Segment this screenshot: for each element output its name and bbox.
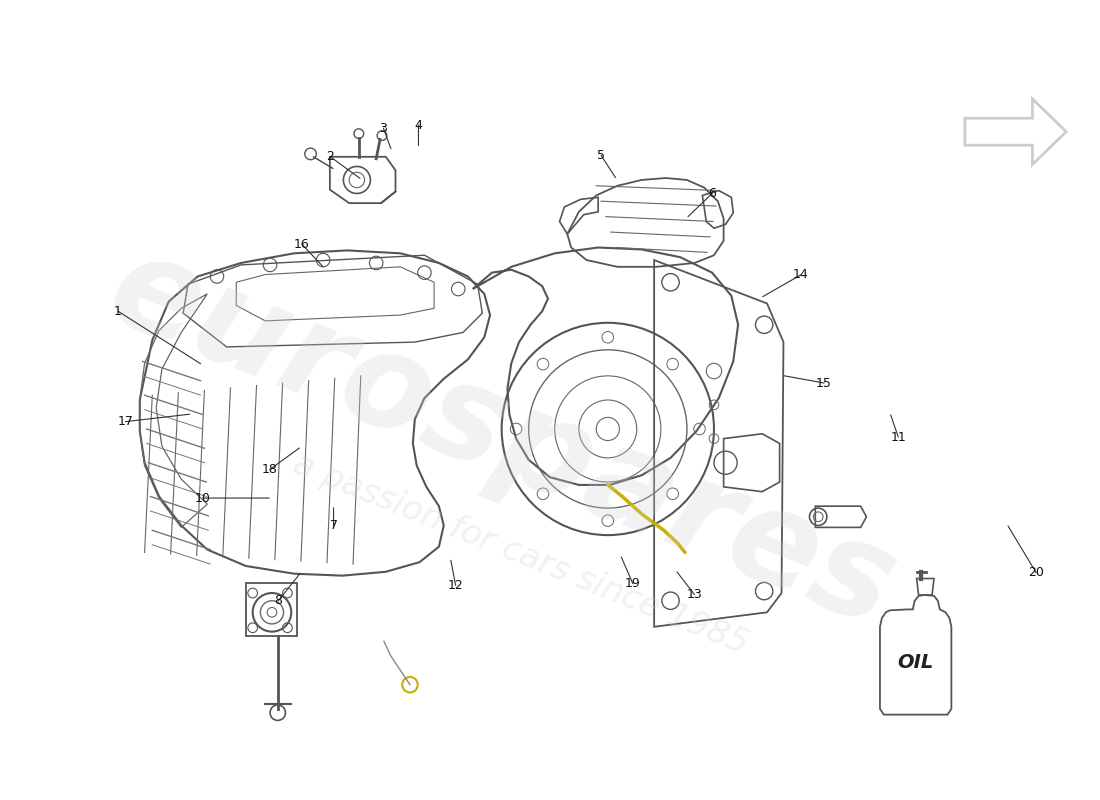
Text: 17: 17 [118,415,133,428]
Text: 2: 2 [327,150,334,163]
Text: 13: 13 [686,588,703,601]
Text: 11: 11 [890,430,906,443]
Text: 12: 12 [448,578,463,592]
Text: 8: 8 [274,594,283,607]
Text: 1: 1 [114,305,122,318]
Text: 10: 10 [195,491,211,505]
Text: 19: 19 [625,578,641,590]
Text: 4: 4 [415,118,422,132]
Text: 7: 7 [330,519,338,532]
Text: 16: 16 [294,238,309,250]
Text: 14: 14 [793,269,808,282]
Text: 6: 6 [708,186,716,199]
Text: 15: 15 [816,377,832,390]
Text: 20: 20 [1028,566,1044,579]
Text: 18: 18 [262,463,278,476]
Text: 3: 3 [379,122,387,134]
Text: 5: 5 [597,149,605,162]
Text: a passion for cars since 1985: a passion for cars since 1985 [288,448,754,661]
Text: eurospares: eurospares [91,223,912,654]
Text: OIL: OIL [898,653,934,672]
